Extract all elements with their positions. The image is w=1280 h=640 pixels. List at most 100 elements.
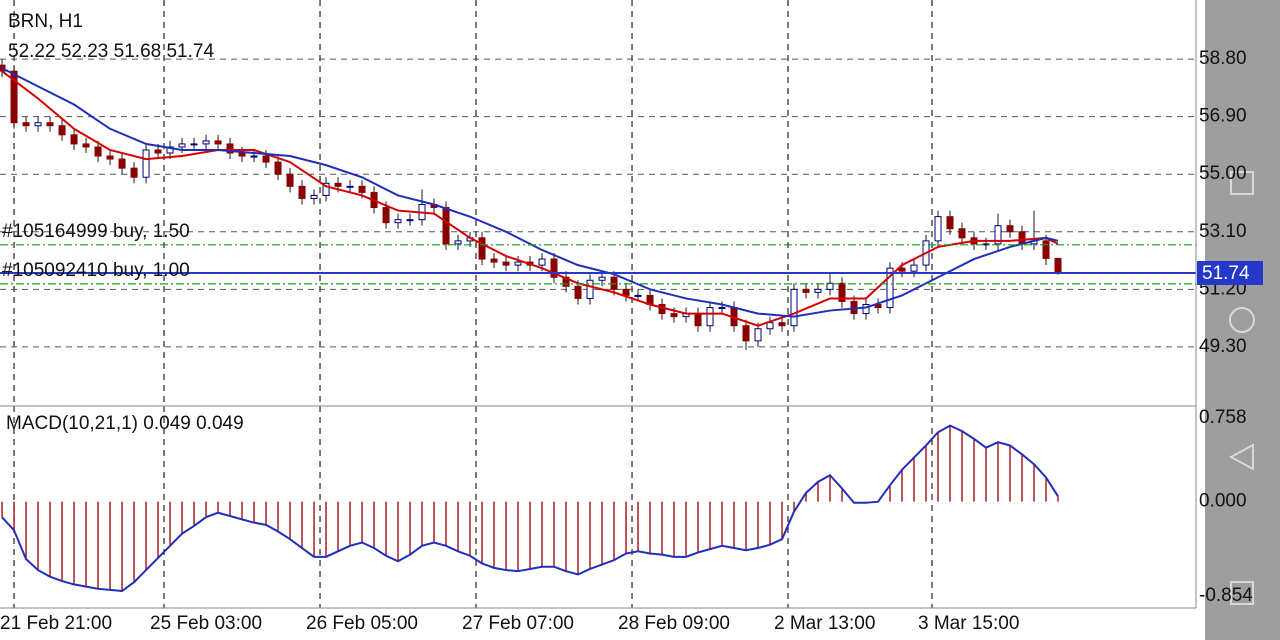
candle-body	[382, 207, 390, 224]
signal-value: 0.049	[196, 413, 244, 434]
candle-body	[802, 288, 810, 293]
candle-body	[286, 173, 294, 187]
candle-body	[454, 240, 462, 245]
candle-body	[814, 288, 822, 293]
toolbar-icon-back[interactable]	[1228, 443, 1254, 471]
y-tick-label: 53.10	[1199, 221, 1247, 242]
candle-body	[634, 294, 642, 297]
candle-body	[310, 194, 318, 199]
x-tick-label: 26 Feb 05:00	[306, 613, 418, 634]
y-tick-label: -0.854	[1199, 585, 1253, 606]
candle-body	[994, 225, 1002, 245]
toolbar-icon-square[interactable]	[1230, 171, 1254, 195]
candle-body	[346, 185, 354, 188]
candle-body	[622, 288, 630, 296]
candle-body	[694, 313, 702, 327]
candle-body	[334, 182, 342, 187]
moving-average-line	[1, 67, 1059, 318]
candle-body	[898, 267, 906, 272]
x-tick-label: 25 Feb 03:00	[150, 613, 262, 634]
candle-body	[610, 276, 618, 290]
candle-body	[322, 182, 330, 196]
candle-body	[550, 258, 558, 278]
candle-body	[34, 122, 42, 127]
x-tick-label: 21 Feb 21:00	[0, 613, 112, 634]
candle-body	[838, 282, 846, 302]
candle-body	[70, 134, 78, 145]
candle-body	[706, 307, 714, 327]
candle-body	[22, 122, 30, 127]
candle-body	[946, 216, 954, 230]
plot	[0, 0, 1196, 608]
candle-body	[586, 279, 594, 299]
candle-body	[130, 167, 138, 178]
candle-body	[154, 149, 162, 154]
candle-body	[502, 261, 510, 266]
y-tick-label: 49.30	[1199, 336, 1247, 357]
high-value: 52.23	[61, 41, 109, 62]
candle-body	[718, 307, 726, 310]
ohlc-readout: 52.22 52.23 51.68 51.74	[8, 41, 214, 62]
close-value: 51.74	[166, 41, 214, 62]
candle-body	[598, 276, 606, 281]
open-value: 52.22	[8, 41, 56, 62]
candle-body	[46, 122, 54, 127]
candle-body	[958, 228, 966, 239]
candle-body	[862, 304, 870, 315]
x-tick-label: 27 Feb 07:00	[462, 613, 574, 634]
toolbar-icon-home[interactable]	[1229, 307, 1255, 333]
signal-line	[1, 424, 1059, 593]
candle-body	[178, 143, 186, 148]
candle-body	[826, 282, 834, 290]
y-tick-label: 0.000	[1199, 491, 1247, 512]
candle-body	[250, 155, 258, 158]
candle-body	[226, 143, 234, 154]
candle-body	[538, 258, 546, 266]
candle-body	[670, 313, 678, 318]
y-tick-label: 56.90	[1199, 106, 1247, 127]
indicator-title: MACD(10,21,1) 0.049 0.049	[6, 413, 244, 434]
candle-body	[790, 288, 798, 327]
candle-body	[106, 155, 114, 160]
candle-body	[142, 149, 150, 178]
moving-average-line	[1, 70, 1059, 327]
indicator-name: MACD(10,21,1)	[6, 413, 138, 434]
candle-body	[82, 143, 90, 148]
candle-body	[94, 146, 102, 157]
candle-body	[478, 237, 486, 260]
candle-body	[10, 70, 18, 124]
macd-value: 0.049	[143, 413, 191, 434]
candle-body	[262, 155, 270, 163]
order-label: #105092410 buy, 1.00	[2, 260, 190, 281]
candle-body	[394, 219, 402, 224]
candle-body	[1054, 257, 1062, 274]
x-tick-label: 2 Mar 13:00	[774, 613, 875, 634]
candle-body	[886, 267, 894, 309]
candle-body	[754, 328, 762, 342]
overlay: BRN, H1 52.22 52.23 51.68 51.74 MACD(10,…	[0, 11, 1263, 634]
candle-body	[910, 264, 918, 272]
low-value: 51.68	[114, 41, 162, 62]
y-tick-label: 55.00	[1199, 163, 1247, 184]
candle-body	[358, 185, 366, 193]
candle-body	[118, 158, 126, 169]
candle-body	[58, 125, 66, 136]
candle-body	[274, 161, 282, 175]
toolbar-icon-recent[interactable]	[1230, 581, 1254, 605]
current-price-tag	[1197, 260, 1263, 285]
candle-body	[238, 152, 246, 157]
candle-body	[514, 261, 522, 266]
candle-body	[574, 285, 582, 299]
candle-body	[1006, 225, 1014, 233]
x-tick-label: 3 Mar 15:00	[918, 613, 1019, 634]
candle-body	[766, 322, 774, 330]
candle-body	[742, 325, 750, 342]
candle-body	[490, 258, 498, 263]
candle-body	[442, 207, 450, 245]
candle-body	[1042, 240, 1050, 259]
candle-body	[934, 216, 942, 242]
candle-body	[778, 322, 786, 327]
